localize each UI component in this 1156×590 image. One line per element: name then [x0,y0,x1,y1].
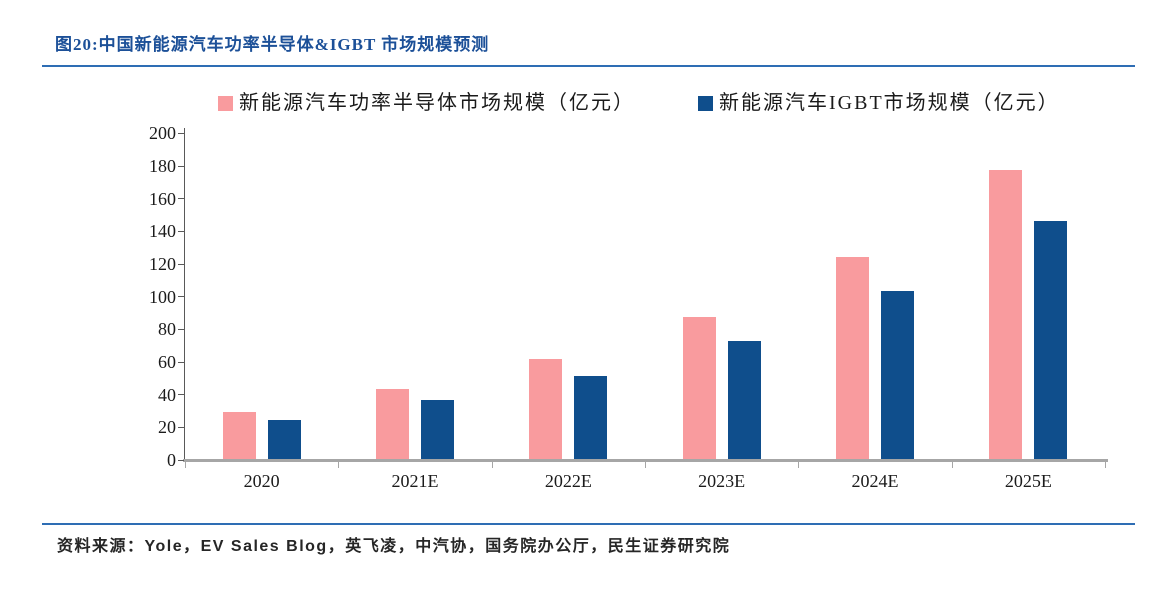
y-axis-tick [178,230,184,232]
bar-igbt-2025E [1034,221,1068,459]
y-axis-tick-label: 200 [149,123,176,144]
y-axis-line [184,128,185,461]
y-axis-tick-label: 80 [158,319,176,340]
bar-igbt-2022E [574,376,608,459]
y-axis-tick-label: 60 [158,352,176,373]
x-axis-tick [185,462,186,468]
x-axis-tick [645,462,646,468]
y-axis-tick-label: 160 [149,188,176,209]
legend-swatch-icon [218,95,233,111]
bar-igbt-2020 [267,420,301,459]
footer-divider [42,523,1135,525]
legend-label: 新能源汽车功率半导体市场规模（亿元） [239,92,635,114]
source-note: 资料来源：Yole，EV Sales Blog，英飞凌，中汽协，国务院办公厅，民… [57,538,731,555]
y-axis-tick [178,263,184,265]
x-axis-category-label: 2022E [544,471,592,491]
legend-item: 新能源汽车IGBT市场规模（亿元） [698,92,1060,114]
y-axis-tick [178,459,184,461]
bar-power-semi-2024E [836,257,869,459]
y-axis-tick-label: 140 [149,221,176,242]
y-axis-tick [178,394,184,396]
bar-power-semi-2020 [222,412,256,459]
x-axis-category-label: 2024E [851,471,899,491]
x-axis-category-label: 2020 [243,471,280,491]
bar-igbt-2021E [421,400,454,459]
y-axis-tick-label: 20 [158,417,176,438]
y-axis-tick [178,328,184,330]
x-axis-category-label: 2023E [698,471,746,491]
x-axis-category-label: 2025E [1004,471,1052,491]
y-axis-tick-label: 100 [149,286,176,307]
bar-igbt-2024E [881,291,914,459]
y-axis-tick [178,361,184,363]
y-axis-tick-label: 40 [158,384,176,405]
bar-igbt-2023E [727,341,761,459]
title-divider [42,65,1135,67]
legend-swatch-icon [698,95,713,111]
y-axis-tick-label: 0 [167,450,176,470]
bar-power-semi-2021E [376,389,409,459]
y-axis-tick [178,426,184,428]
x-axis-tick [1105,462,1106,468]
bar-power-semi-2022E [529,359,563,459]
y-axis-tick [178,165,184,167]
y-axis-tick-label: 180 [149,156,176,177]
y-axis-tick [178,198,184,200]
y-axis-tick [178,296,184,298]
x-axis-line [183,459,1108,462]
y-axis-tick [178,132,184,134]
x-axis-tick [338,462,340,468]
bar-power-semi-2023E [682,317,716,459]
legend-label: 新能源汽车IGBT市场规模（亿元） [719,92,1060,114]
legend-item: 新能源汽车功率半导体市场规模（亿元） [218,92,635,114]
x-axis-tick [798,462,800,468]
x-axis-category-label: 2021E [391,471,439,491]
y-axis-tick-label: 120 [149,254,176,275]
figure-title: 图20:中国新能源汽车功率半导体&IGBT 市场规模预测 [55,35,490,54]
x-axis-tick [491,462,493,468]
bar-power-semi-2025E [989,170,1023,459]
x-axis-tick [951,462,953,468]
